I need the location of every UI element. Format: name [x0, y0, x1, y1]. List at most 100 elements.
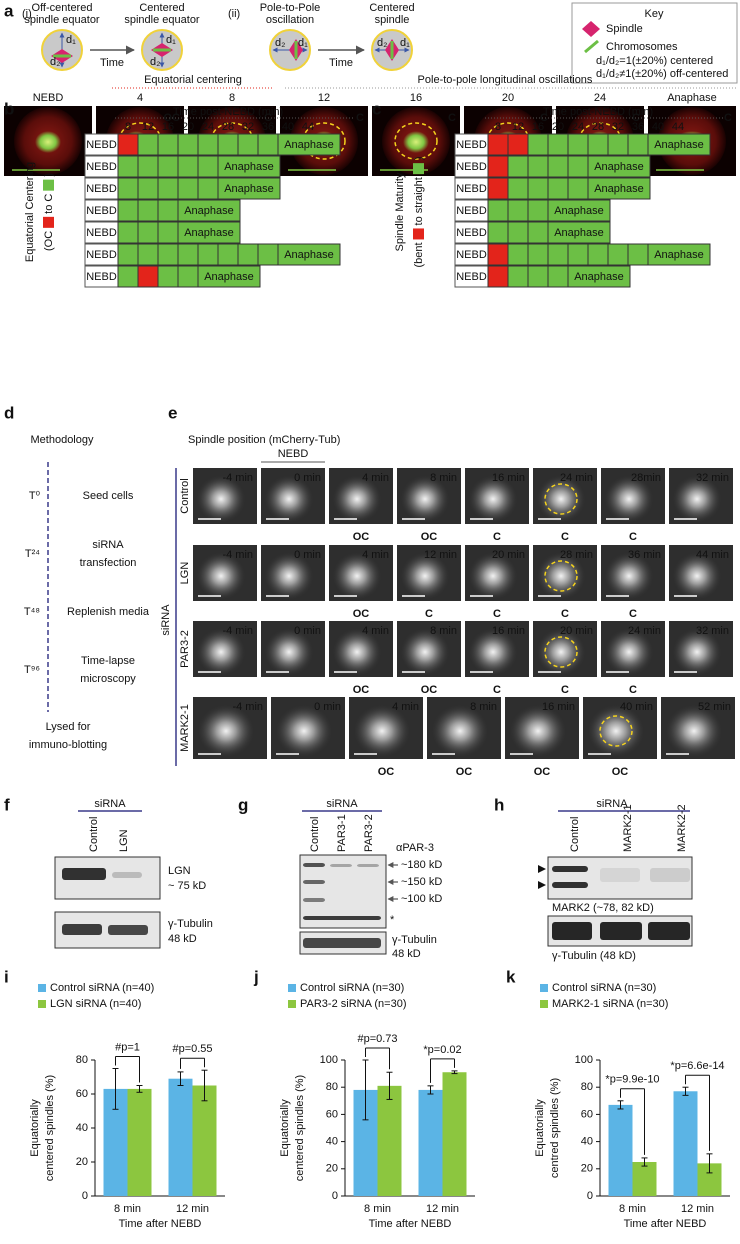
state-cell [528, 200, 548, 221]
frame-tag: OC [612, 766, 629, 778]
y-tick-label: 80 [326, 1081, 338, 1093]
blot-band [108, 925, 148, 935]
bar [633, 1162, 657, 1196]
frame-tag: OC [534, 766, 551, 778]
anaphase-label: Anaphase [284, 249, 334, 261]
blot-label: * [390, 914, 395, 926]
legend-label: Control siRNA (n=30) [300, 982, 404, 994]
state-cell [238, 134, 258, 155]
column-label: 40 [652, 121, 664, 133]
rotated-group: Control [569, 817, 581, 852]
state-cell [158, 266, 178, 287]
distance-label: d₁ [66, 34, 76, 46]
blot-band [552, 866, 588, 872]
anaphase-label: Anaphase [224, 183, 274, 195]
x-axis-label: Time after NEBD [119, 1218, 202, 1230]
frame-time: 4 min [362, 472, 389, 484]
method-step: Lysed for [46, 721, 91, 733]
anaphase-label: Anaphase [204, 271, 254, 283]
state-cell [528, 222, 548, 243]
frame-time: 24 [594, 92, 606, 104]
lane-label: Control [88, 817, 100, 852]
state-cell [528, 244, 548, 265]
frame-tag: C [629, 531, 637, 543]
y-tick-label: 60 [581, 1108, 593, 1120]
state-cell [118, 200, 138, 221]
frame-time: 12 min [424, 549, 457, 561]
key-label: Chromosomes [606, 41, 678, 53]
panel-label: h [494, 795, 504, 814]
x-axis-label: Time after NEBD [369, 1218, 452, 1230]
lane-label: PAR3-2 [363, 814, 375, 852]
legend-swatch [540, 984, 548, 992]
state-cell [118, 134, 138, 155]
state-cell [568, 244, 588, 265]
diagram-title: Centered [369, 2, 414, 14]
state-cell [608, 244, 628, 265]
state-cell [568, 178, 588, 199]
legend-label: LGN siRNA (n=40) [50, 998, 141, 1010]
y-axis-label: Equatorially [29, 1099, 41, 1157]
column-label: 32 [612, 121, 624, 133]
nebd-label: NEBD [456, 205, 487, 217]
bar [443, 1072, 467, 1196]
frame-time: 8 min [430, 472, 457, 484]
chromosome-signal [403, 131, 429, 153]
grid-ylabel: Spindle Maturity [394, 172, 406, 251]
state-cell [198, 178, 218, 199]
diagram-title: Centered [139, 2, 184, 14]
frame-time: 24 min [560, 472, 593, 484]
method-step: transfection [80, 557, 137, 569]
state-cell [548, 178, 568, 199]
panel-label: g [238, 795, 248, 814]
state-cell [488, 134, 508, 155]
frame-time: 24 min [628, 625, 661, 637]
x-axis-label: Time after NEBD [624, 1218, 707, 1230]
frame-time: 52 min [698, 701, 731, 713]
time-label: Time [329, 57, 353, 69]
blot-band [330, 864, 352, 867]
annotation: #p=0.55 [172, 1043, 212, 1055]
column-label: 16 [162, 121, 174, 133]
frame-time: 0 min [294, 625, 321, 637]
frame-tag: C [561, 608, 569, 620]
key-title: Key [645, 8, 664, 20]
state-cell [138, 266, 158, 287]
nebd-label: NEBD [456, 271, 487, 283]
state-cell [508, 266, 528, 287]
grid-header: Time post-NEBD (min) [543, 106, 653, 118]
rotated-group: Control [179, 478, 191, 513]
state-cell [548, 244, 568, 265]
y-axis-label: Equatorially [279, 1099, 291, 1157]
y-tick-label: 0 [332, 1190, 338, 1202]
row-label: LGN [179, 562, 191, 585]
distance-label: d₂ [275, 37, 285, 49]
grid-ylabel: (OC [43, 231, 55, 251]
state-cell [178, 134, 198, 155]
nebd-label: NEBD [86, 139, 117, 151]
state-cell [488, 178, 508, 199]
blot-band [650, 868, 690, 882]
rotated-group: LGN [179, 562, 191, 585]
blot-label: LGN [168, 865, 191, 877]
method-title: Methodology [31, 434, 94, 446]
blot-band [600, 868, 640, 882]
lane-label: LGN [118, 829, 130, 852]
y-tick-label: 60 [76, 1088, 88, 1100]
bar [609, 1105, 633, 1196]
state-cell [568, 134, 588, 155]
annotation: #p=1 [115, 1041, 140, 1053]
group-label: siRNA [160, 604, 172, 636]
rotated-group: siRNA [160, 604, 172, 636]
rotated-group: MARK2-2 [676, 804, 688, 852]
y-tick-label: 60 [326, 1108, 338, 1120]
nebd-label: NEBD [456, 227, 487, 239]
legend-label: MARK2-1 siRNA (n=30) [552, 998, 668, 1010]
rotated-group: PAR3-2 [363, 814, 375, 852]
method-step: microscopy [80, 673, 136, 685]
state-cell [178, 244, 198, 265]
nebd-label: NEBD [86, 183, 117, 195]
state-cell [238, 244, 258, 265]
state-cell [508, 156, 528, 177]
frame-time: 40 min [620, 701, 653, 713]
